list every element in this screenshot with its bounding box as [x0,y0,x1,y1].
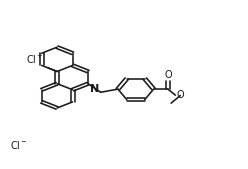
Text: O: O [164,70,172,80]
Text: O: O [177,90,184,100]
Text: N: N [90,84,99,94]
Text: Cl$^-$: Cl$^-$ [10,139,28,151]
Text: Cl$^+$: Cl$^+$ [27,53,44,66]
